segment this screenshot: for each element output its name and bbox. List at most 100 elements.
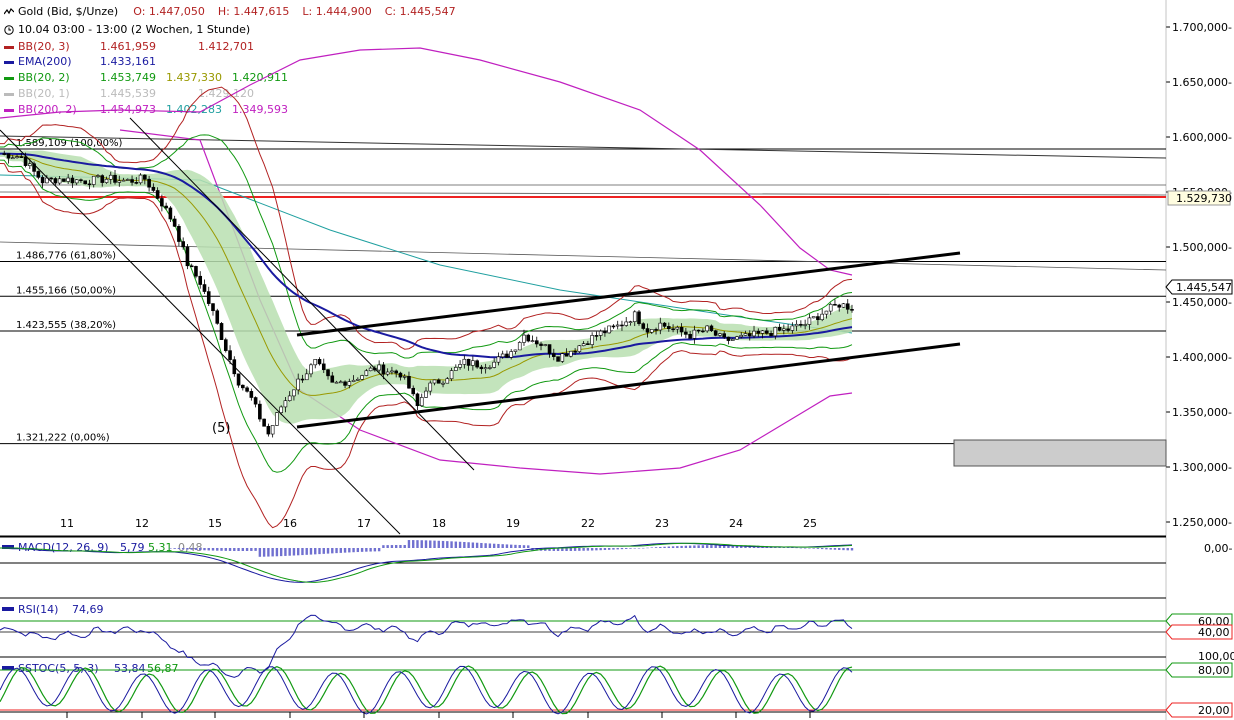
candle-body <box>645 328 650 333</box>
macd-hist-bar <box>846 548 849 551</box>
candle-body <box>211 303 215 312</box>
macd-hist-bar <box>552 548 555 551</box>
macd-hist-bar <box>373 548 377 552</box>
macd-hist-bar <box>633 548 636 549</box>
macd-value: 5,79 <box>120 541 145 554</box>
macd-hist-bar <box>595 548 598 551</box>
y-tick-label: 1.350,000- <box>1172 406 1232 419</box>
period-row: 10.04 03:00 - 13:00 (2 Wochen, 1 Stunde) <box>4 23 250 36</box>
macd-hist-bar <box>241 548 245 551</box>
macd-hist-bar <box>220 548 223 551</box>
target-zone <box>953 439 1167 467</box>
macd-hist-bar <box>607 548 611 550</box>
candle-body <box>803 324 807 326</box>
candle-body <box>321 363 326 371</box>
candle-body <box>662 322 667 327</box>
clock-icon <box>4 23 18 36</box>
macd-hist-bar <box>177 548 181 550</box>
macd-hist-bar <box>416 540 419 548</box>
candle-body <box>258 403 262 420</box>
legend-value: 1.437,330 <box>166 71 222 84</box>
candle-body <box>287 395 292 402</box>
macd-hist-bar <box>850 548 854 551</box>
marker-price-label: 1.529,730 <box>1176 192 1232 205</box>
candle-body <box>624 321 629 326</box>
candle-body <box>419 397 424 407</box>
candle-body <box>701 330 705 333</box>
macd-signal-line <box>0 542 853 583</box>
ohlc-high-label: H: <box>217 5 230 18</box>
candle-body <box>407 376 411 389</box>
candle-body <box>522 334 526 343</box>
candle-body <box>500 353 505 358</box>
macd-hist-bar <box>573 548 577 551</box>
period-text: 10.04 03:00 - 13:00 (2 Wochen, 1 Stunde) <box>18 23 251 36</box>
macd-hist-bar <box>659 546 662 548</box>
candle-body <box>385 371 390 375</box>
candle-body <box>143 174 147 180</box>
legend-swatch <box>4 108 14 112</box>
macd-hist-bar <box>548 548 551 551</box>
bb-20-1-band <box>0 149 852 424</box>
candle-body <box>262 418 266 427</box>
sstoc-axis-label: 20,00 <box>1198 704 1230 717</box>
macd-hist-bar <box>620 548 624 550</box>
macd-signal-value: 5,31 <box>148 541 173 554</box>
x-tick-label: 23 <box>655 517 669 530</box>
macd-hist-bar <box>705 545 709 548</box>
macd-hist-bar <box>808 548 811 549</box>
macd-hist-bar <box>216 548 219 551</box>
candle-body <box>824 310 829 315</box>
candle-body <box>850 309 854 311</box>
macd-hist-bar <box>816 548 820 549</box>
candle-body <box>266 425 271 435</box>
legend-bb-20-3[interactable]: BB(20, 3) 1.461,959 1.412,701 <box>4 40 254 53</box>
chart-header: Gold (Bid, $/Unze) O: 1.447,050 H: 1.447… <box>4 5 456 18</box>
candle-body <box>603 330 607 334</box>
candle-body <box>279 406 283 413</box>
macd-hist-bar <box>820 548 824 550</box>
candle-body <box>83 180 87 185</box>
legend-bb-200-2[interactable]: BB(200, 2) 1.454,973 1.402,283 1.349,593 <box>4 103 288 116</box>
instrument-title: Gold (Bid, $/Unze) <box>18 5 119 18</box>
candle-body <box>513 349 518 352</box>
candle-body <box>569 350 573 357</box>
bb-20-2-upper-line <box>0 134 853 359</box>
candle-body <box>57 178 62 184</box>
macd-hist-bar <box>723 545 726 548</box>
macd-hist-bar <box>731 545 734 548</box>
candle-body <box>66 177 70 182</box>
candle-body <box>684 331 688 335</box>
candle-body <box>177 226 181 242</box>
macd-hist-bar <box>740 545 743 548</box>
macd-hist-bar <box>838 548 841 550</box>
macd-axis-label: 0,00- <box>1204 542 1232 555</box>
legend-swatch <box>4 92 14 96</box>
candle-body <box>292 389 296 397</box>
candle-body <box>155 190 160 199</box>
macd-hist-bar <box>352 548 355 553</box>
macd-hist-bar <box>441 540 445 548</box>
macd-hist-bar <box>565 548 568 551</box>
candle-body <box>590 335 594 345</box>
candle-body <box>594 335 599 337</box>
macd-hist-bar <box>228 548 232 551</box>
candle-body <box>147 178 151 188</box>
macd-hist-bar <box>450 541 453 548</box>
legend-bb-20-2[interactable]: BB(20, 2) 1.453,749 1.437,330 1.420,911 <box>4 71 288 84</box>
macd-hist-bar <box>412 540 415 548</box>
legend-value: 1.402,283 <box>166 103 222 116</box>
macd-hist-bar <box>339 548 342 553</box>
candle-body <box>317 359 322 365</box>
legend-ema-200[interactable]: EMA(200) 1.433,161 <box>4 55 156 68</box>
candle-body <box>667 326 671 330</box>
bb-20-3-lower-line <box>0 162 853 529</box>
candle-body <box>436 379 441 384</box>
candle-body <box>526 334 531 342</box>
sstoc-80-box <box>1165 662 1233 678</box>
candle-body <box>505 353 509 358</box>
candle-body <box>837 304 842 308</box>
macd-hist-bar <box>654 547 658 548</box>
candle-body <box>679 327 684 333</box>
